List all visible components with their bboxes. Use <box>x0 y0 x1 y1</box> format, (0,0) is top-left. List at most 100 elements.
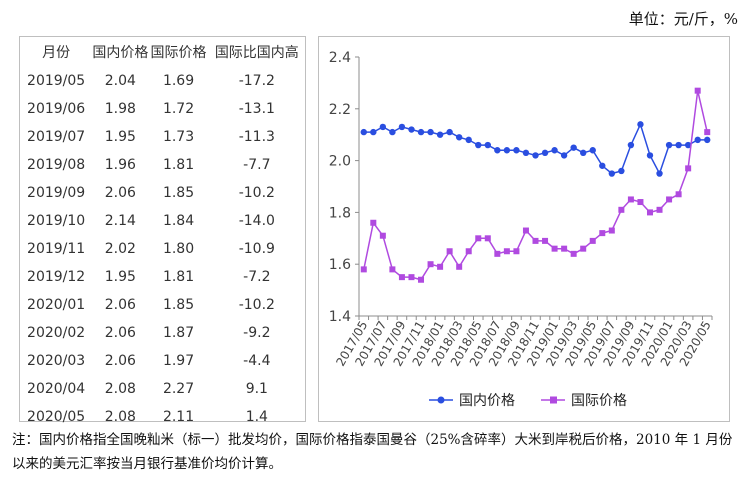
cell-domestic-price: 2.04 <box>104 73 136 89</box>
cell-international-price: 2.11 <box>162 409 195 425</box>
cell-international-price: 1.72 <box>162 101 195 117</box>
domestic-price-point <box>465 136 472 144</box>
domestic-price-point <box>646 152 654 159</box>
y-tick-label: 1.6 <box>329 257 351 273</box>
domestic-price-point <box>494 147 501 154</box>
international-price-point <box>599 230 606 237</box>
domestic-price-point <box>618 167 625 175</box>
domestic-price-point <box>570 144 577 151</box>
international-price-point <box>494 250 501 257</box>
domestic-price-point <box>694 136 701 144</box>
cell-international-price: 2.27 <box>162 381 195 397</box>
domestic-price-point <box>560 152 568 159</box>
international-price-point <box>522 227 529 234</box>
table-row: 2020/02 2.06 1.87 -9.2 <box>20 319 305 347</box>
cell-domestic-price: 2.14 <box>104 213 136 229</box>
cell-month: 2019/08 <box>27 157 86 173</box>
domestic-price-point <box>389 128 396 136</box>
cell-domestic-price: 1.95 <box>104 269 136 285</box>
domestic-price-point <box>541 149 549 157</box>
legend-label-domestic: 国内价格 <box>459 393 515 409</box>
cell-difference: -9.2 <box>243 325 271 341</box>
y-tick-label: 1.4 <box>329 309 351 325</box>
cell-difference: -7.7 <box>243 157 271 173</box>
cell-month: 2019/07 <box>27 129 86 145</box>
international-price-point <box>646 209 653 216</box>
table-row: 2019/05 2.04 1.69 -17.2 <box>20 67 305 95</box>
international-price-point <box>580 245 587 252</box>
cell-difference: -11.3 <box>238 129 275 145</box>
international-price-point <box>437 263 444 270</box>
domestic-price-point <box>704 136 711 144</box>
cell-domestic-price: 2.06 <box>104 185 136 201</box>
domestic-price-point <box>522 149 530 157</box>
table-row: 2019/12 1.95 1.81 -7.2 <box>20 263 305 291</box>
legend-label-international: 国际价格 <box>571 393 627 409</box>
domestic-price-point <box>551 147 558 154</box>
cell-difference: -4.4 <box>243 353 271 369</box>
domestic-price-point <box>417 128 425 136</box>
table-row: 2019/11 2.02 1.80 -10.9 <box>20 235 305 263</box>
cell-international-price: 1.80 <box>162 241 195 257</box>
international-price-point <box>637 199 644 206</box>
international-price-point <box>675 191 682 198</box>
price-table: 月份 国内价格 国际价格 国际比国内高 2019/05 2.04 1.69 -17.2… <box>20 37 305 431</box>
domestic-price-point <box>503 147 511 154</box>
price-line-chart: 1.41.61.82.02.22.42017/052017/072017/092… <box>329 50 714 409</box>
international-price-point <box>551 245 558 252</box>
international-price-point <box>618 206 625 213</box>
series-line-international <box>363 90 708 281</box>
domestic-price-point <box>408 126 415 133</box>
cell-domestic-price: 1.96 <box>104 157 136 173</box>
international-price-point <box>513 248 520 255</box>
table-row: 2020/03 2.06 1.97 -4.4 <box>20 347 305 375</box>
legend-marker-domestic <box>437 396 445 404</box>
international-price-point <box>627 196 634 203</box>
international-price-point <box>389 266 396 273</box>
international-price-point <box>694 87 701 94</box>
header-international-price: 国际价格 <box>150 45 207 61</box>
domestic-price-point <box>637 121 644 128</box>
cell-domestic-price: 2.06 <box>104 297 136 313</box>
cell-difference: -10.9 <box>238 241 275 257</box>
domestic-price-point <box>446 128 453 136</box>
cell-international-price: 1.85 <box>162 297 195 313</box>
header-month: 月份 <box>42 45 71 61</box>
cell-international-price: 1.69 <box>162 73 195 89</box>
international-price-point <box>370 219 377 226</box>
domestic-price-point <box>656 170 663 177</box>
cell-month: 2020/02 <box>27 325 86 341</box>
domestic-price-point <box>475 141 482 149</box>
cell-difference: -17.2 <box>238 73 275 89</box>
header-difference: 国际比国内高 <box>214 45 299 61</box>
price-chart-panel: 1.4 1.6 1.8 2.0 2.2 2.4 2017/05 2017/07 2017/09 2… <box>318 36 730 422</box>
cell-month: 2020/03 <box>27 353 86 369</box>
domestic-price-point <box>398 123 406 131</box>
cell-domestic-price: 2.02 <box>104 241 136 257</box>
domestic-price-point <box>684 141 692 149</box>
domestic-price-point <box>532 152 539 159</box>
cell-domestic-price: 2.08 <box>104 409 136 425</box>
domestic-price-point <box>599 162 606 169</box>
table-row: 2019/06 1.98 1.72 -13.1 <box>20 95 305 123</box>
cell-month: 2019/11 <box>27 241 86 257</box>
domestic-price-point <box>589 147 596 154</box>
cell-month: 2020/01 <box>27 297 86 313</box>
table-row: 2019/08 1.96 1.81 -7.7 <box>20 151 305 179</box>
cell-month: 2019/10 <box>27 213 86 229</box>
international-price-point <box>608 227 615 234</box>
domestic-price-point <box>580 149 587 157</box>
domestic-price-point <box>360 128 367 136</box>
international-price-point <box>589 237 596 244</box>
international-price-point <box>561 245 568 252</box>
cell-month: 2019/06 <box>27 101 86 117</box>
cell-difference: 1.4 <box>245 409 268 425</box>
footnote: 注：国内价格指全国晚籼米（标一）批发均价，国际价格指泰国曼谷（25%含碎率）大米… <box>12 432 733 472</box>
cell-difference: -14.0 <box>238 213 275 229</box>
international-price-point <box>656 206 663 213</box>
table-row: 2019/07 1.95 1.73 -11.3 <box>20 123 305 151</box>
international-price-point <box>503 248 510 255</box>
cell-international-price: 1.81 <box>162 269 195 285</box>
domestic-price-point <box>608 170 616 177</box>
cell-difference: -7.2 <box>243 269 271 285</box>
